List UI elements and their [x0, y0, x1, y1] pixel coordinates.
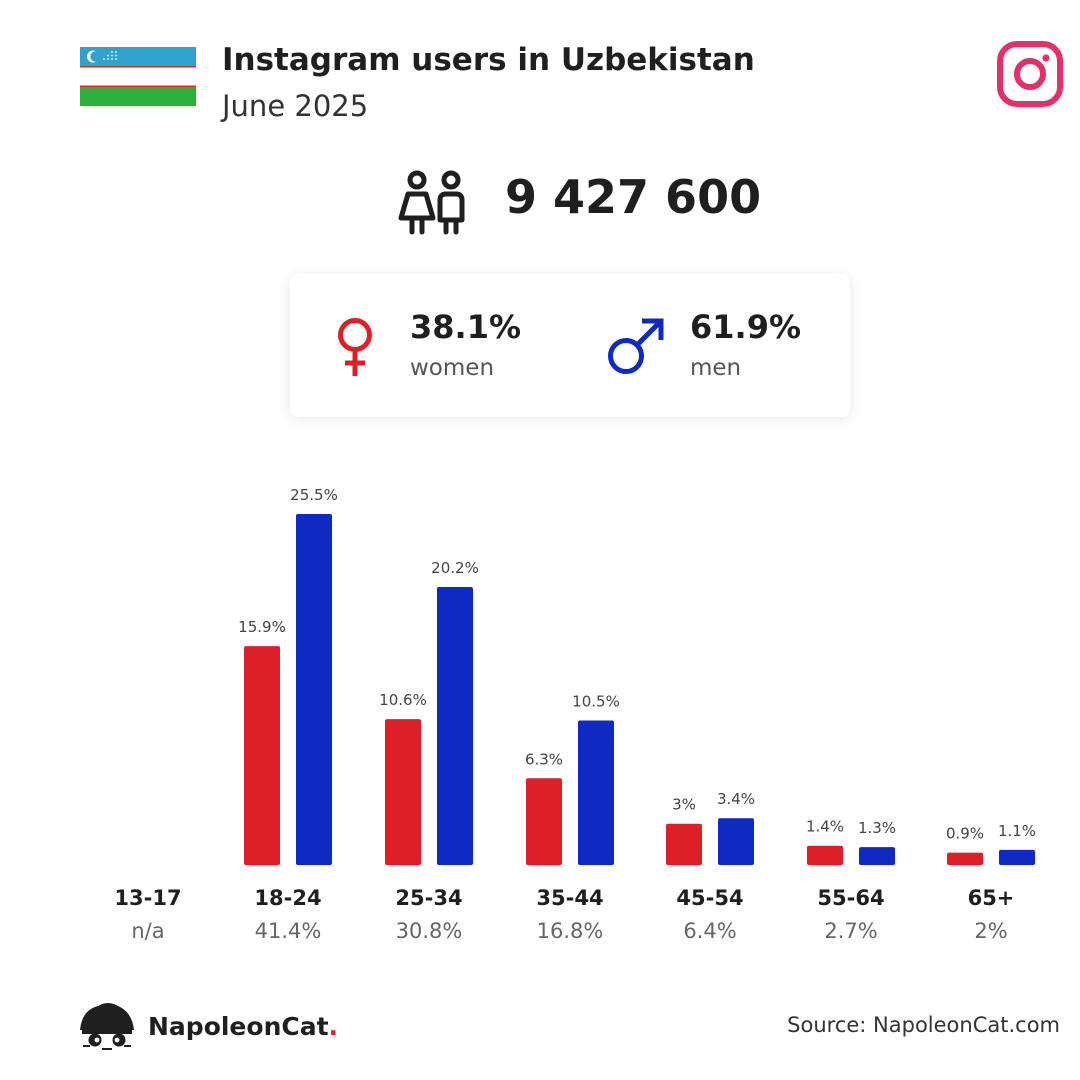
total-users-value: 9 427 600 [505, 170, 762, 224]
age-group-total: n/a [131, 919, 164, 943]
bar-value-label: 6.3% [525, 750, 563, 768]
women-percentage: 38.1% [410, 308, 522, 346]
bar-value-label: 15.9% [238, 618, 286, 636]
age-group-total: 2% [974, 919, 1007, 943]
bar-women-65+ [947, 852, 983, 865]
bar-value-label: 10.5% [572, 692, 620, 710]
bar-women-25-34 [385, 719, 421, 865]
napoleoncat-logo: NapoleonCat. [78, 1000, 338, 1052]
age-group-label: 18-24 [254, 886, 321, 910]
chart-title: Instagram users in Uzbekistan [222, 42, 755, 78]
gender-split-card: 38.1% women 61.9% men [290, 274, 850, 417]
bar-value-label: 3.4% [717, 790, 755, 808]
bar-men-25-34 [437, 586, 473, 865]
age-group-label: 35-44 [536, 886, 603, 910]
bar-value-label: 1.3% [858, 819, 896, 837]
bar-women-18-24 [244, 646, 280, 865]
uzbekistan-flag-icon [80, 47, 196, 106]
brand-name: NapoleonCat. [148, 1011, 339, 1041]
age-group-label: 55-64 [817, 886, 884, 910]
bar-men-45-54 [718, 818, 754, 865]
bar-value-label: 25.5% [290, 486, 338, 504]
bar-men-65+ [999, 849, 1035, 865]
instagram-icon [997, 41, 1063, 107]
age-group-label: 45-54 [676, 886, 743, 910]
men-label: men [690, 355, 742, 381]
age-group-total: 16.8% [537, 919, 604, 943]
bar-value-label: 1.4% [806, 818, 844, 836]
age-group-label: 65+ [968, 886, 1015, 910]
bar-women-55-64 [807, 845, 843, 865]
age-group-total: 6.4% [683, 919, 736, 943]
age-group-total: 30.8% [396, 919, 463, 943]
age-gender-bar-chart: 13-17 n/a 15.9% 25.5% 18-24 41.4% 10.6% 20.2% 25… [114, 486, 1036, 943]
age-group-label: 25-34 [395, 886, 462, 910]
female-symbol-icon [338, 318, 372, 376]
napoleoncat-cat-icon [80, 1003, 134, 1050]
age-group-total: 41.4% [255, 919, 322, 943]
bar-men-18-24 [296, 514, 332, 865]
women-label: women [410, 355, 495, 381]
bar-men-35-44 [578, 720, 614, 865]
age-group-total: 2.7% [824, 919, 877, 943]
bar-women-35-44 [526, 778, 562, 865]
age-group-label: 13-17 [114, 886, 181, 910]
bar-value-label: 1.1% [998, 822, 1036, 840]
users-icon [398, 170, 465, 235]
bar-women-45-54 [666, 823, 702, 865]
male-symbol-icon [608, 318, 664, 374]
source-note: Source: NapoleonCat.com [787, 1013, 1060, 1037]
bar-value-label: 3% [672, 796, 696, 814]
bar-men-55-64 [859, 847, 895, 865]
bar-value-label: 20.2% [431, 559, 479, 577]
men-percentage: 61.9% [690, 308, 802, 346]
bar-value-label: 10.6% [379, 691, 427, 709]
bar-value-label: 0.9% [946, 825, 984, 843]
chart-subtitle: June 2025 [222, 89, 369, 123]
